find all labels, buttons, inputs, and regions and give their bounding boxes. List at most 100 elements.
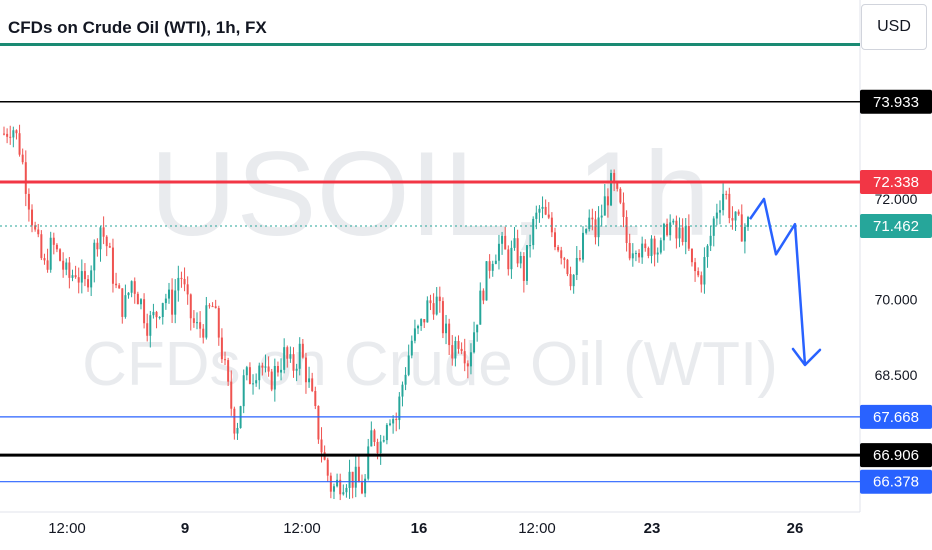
candle-body <box>497 243 500 261</box>
candle-body <box>569 274 572 287</box>
candle-body <box>317 405 320 440</box>
candle-body <box>164 298 167 304</box>
candle-body <box>196 322 199 324</box>
candle-body <box>463 351 466 364</box>
time-tick-label: 26 <box>787 520 804 537</box>
candle-body <box>547 214 550 218</box>
candle-body <box>606 196 609 206</box>
candle-body <box>382 440 385 442</box>
candle-body <box>747 217 749 227</box>
price-label-text: 71.462 <box>873 218 919 235</box>
candle-body <box>669 222 672 236</box>
candle-body <box>192 318 195 323</box>
time-tick-label: 16 <box>411 520 428 537</box>
candle-body <box>227 360 230 382</box>
candle-body <box>105 236 108 247</box>
candle-body <box>298 343 301 369</box>
candle-body <box>348 471 351 488</box>
candle-body <box>180 277 183 279</box>
candle-body <box>684 226 687 243</box>
candle-body <box>261 365 264 368</box>
candle-body <box>407 355 410 375</box>
candle-body <box>124 295 127 317</box>
candle-body <box>373 430 376 442</box>
candle-body <box>245 367 248 376</box>
candle-body <box>379 441 382 454</box>
price-label-text: 73.933 <box>873 94 919 111</box>
candle-body <box>479 290 482 325</box>
candle-body <box>522 256 525 281</box>
candle-body <box>616 182 619 189</box>
time-tick-label: 23 <box>644 520 661 537</box>
candle-body <box>445 323 448 334</box>
candle-body <box>516 238 519 264</box>
candle-body <box>482 290 485 301</box>
candle-body <box>401 384 404 397</box>
candle-body <box>395 419 398 421</box>
candle-body <box>600 215 603 218</box>
candle-body <box>364 478 367 494</box>
candle-body <box>62 260 65 270</box>
candle-body <box>404 374 407 385</box>
candle-body <box>725 193 728 195</box>
price-label-box <box>860 170 932 195</box>
candle-body <box>108 246 111 248</box>
candle-body <box>460 348 463 352</box>
candle-body <box>423 319 426 323</box>
candle-body <box>681 227 684 243</box>
candle-body <box>301 343 304 358</box>
candle-body <box>351 471 354 488</box>
candle-body <box>392 419 395 424</box>
candle-body <box>24 162 27 194</box>
candle-body <box>183 278 186 285</box>
candle-body <box>541 206 544 209</box>
candle-body <box>127 292 130 296</box>
candle-body <box>80 271 83 283</box>
price-tick-label: 70.000 <box>875 292 918 308</box>
candle-body <box>575 258 578 275</box>
candle-body <box>205 305 208 338</box>
candle-body <box>314 391 317 406</box>
candle-body <box>544 206 547 215</box>
candle-body <box>672 220 675 223</box>
candle-body <box>476 324 479 333</box>
candle-body <box>255 380 258 384</box>
price-tick-label: 72.000 <box>875 191 918 207</box>
candle-body <box>513 238 516 248</box>
candle-body <box>292 354 295 371</box>
candle-body <box>582 232 585 260</box>
price-label-text: 72.338 <box>873 174 919 191</box>
candle-body <box>236 427 239 434</box>
price-tick-label: 68.500 <box>875 367 918 383</box>
candle-body <box>734 211 737 221</box>
time-tick-label: 12:00 <box>48 520 86 537</box>
projection-arrow[interactable] <box>748 197 807 366</box>
candle-body <box>111 247 114 284</box>
candle-body <box>737 211 740 215</box>
candle-body <box>694 262 697 272</box>
candle-body <box>641 243 644 258</box>
candle-body <box>167 289 170 299</box>
candle-body <box>270 371 273 390</box>
candle-body <box>432 303 435 315</box>
candle-body <box>139 299 142 305</box>
candle-body <box>199 322 202 329</box>
candle-body <box>224 359 227 361</box>
candle-body <box>529 245 532 247</box>
candle-body <box>336 479 339 487</box>
candle-body <box>398 396 401 421</box>
candle-body <box>718 210 721 213</box>
candle-body <box>280 369 283 373</box>
candle-body <box>438 296 441 302</box>
candle-body <box>370 430 373 447</box>
candle-body <box>728 193 731 219</box>
candle-body <box>410 340 413 356</box>
candle-body <box>161 303 164 318</box>
candle-body <box>638 253 641 258</box>
currency-button[interactable]: USD <box>861 4 927 50</box>
candle-body <box>211 306 214 308</box>
candle-body <box>700 275 703 285</box>
price-axis[interactable] <box>860 46 932 512</box>
